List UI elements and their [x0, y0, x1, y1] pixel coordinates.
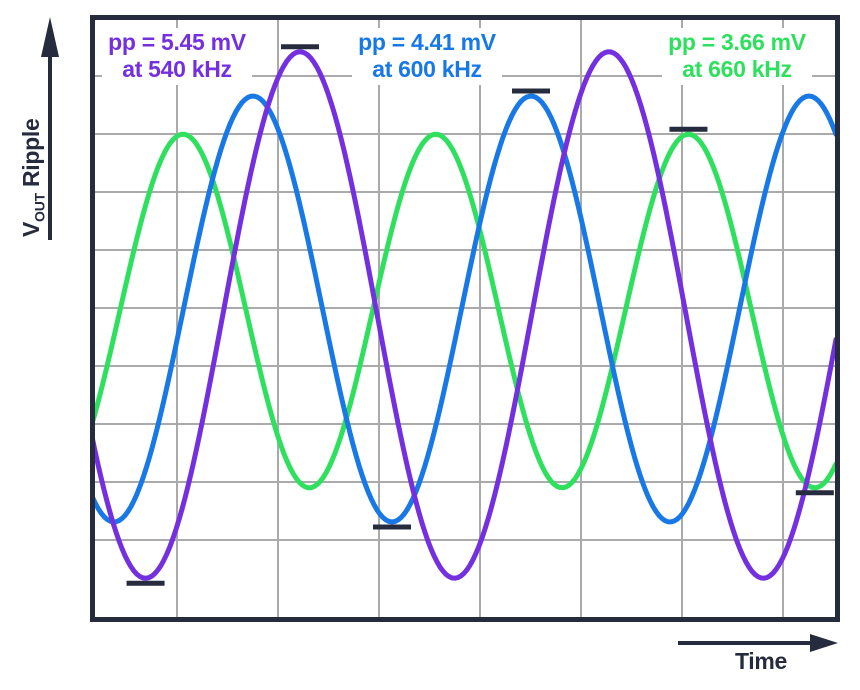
annotation-540khz: pp = 5.45 mV at 540 kHz: [102, 28, 252, 85]
annotation-600khz: pp = 4.41 mV at 600 kHz: [352, 28, 502, 85]
annotation-660khz: pp = 3.66 mV at 660 kHz: [662, 28, 812, 85]
waveform-540khz: [95, 49, 835, 581]
x-axis-arrow-shaft: [678, 641, 814, 645]
annotation-660khz-pp: pp = 3.66 mV: [668, 29, 806, 55]
y-axis-arrow: [41, 17, 59, 240]
waveform-canvas: [95, 20, 835, 617]
waveform-600khz: [95, 93, 835, 525]
plot-area: pp = 5.45 mV at 540 kHz pp = 4.41 mV at …: [90, 15, 840, 622]
waveform-660khz: [95, 131, 835, 491]
annotation-540khz-freq: at 540 kHz: [122, 56, 232, 82]
x-axis-label: Time: [734, 648, 788, 674]
annotation-540khz-pp: pp = 5.45 mV: [108, 29, 246, 55]
y-axis-arrowhead-icon: [41, 17, 59, 57]
annotation-600khz-freq: at 600 kHz: [372, 56, 482, 82]
y-axis-arrow-shaft: [48, 50, 52, 240]
annotation-600khz-pp: pp = 4.41 mV: [358, 29, 496, 55]
annotation-660khz-freq: at 660 kHz: [682, 56, 792, 82]
